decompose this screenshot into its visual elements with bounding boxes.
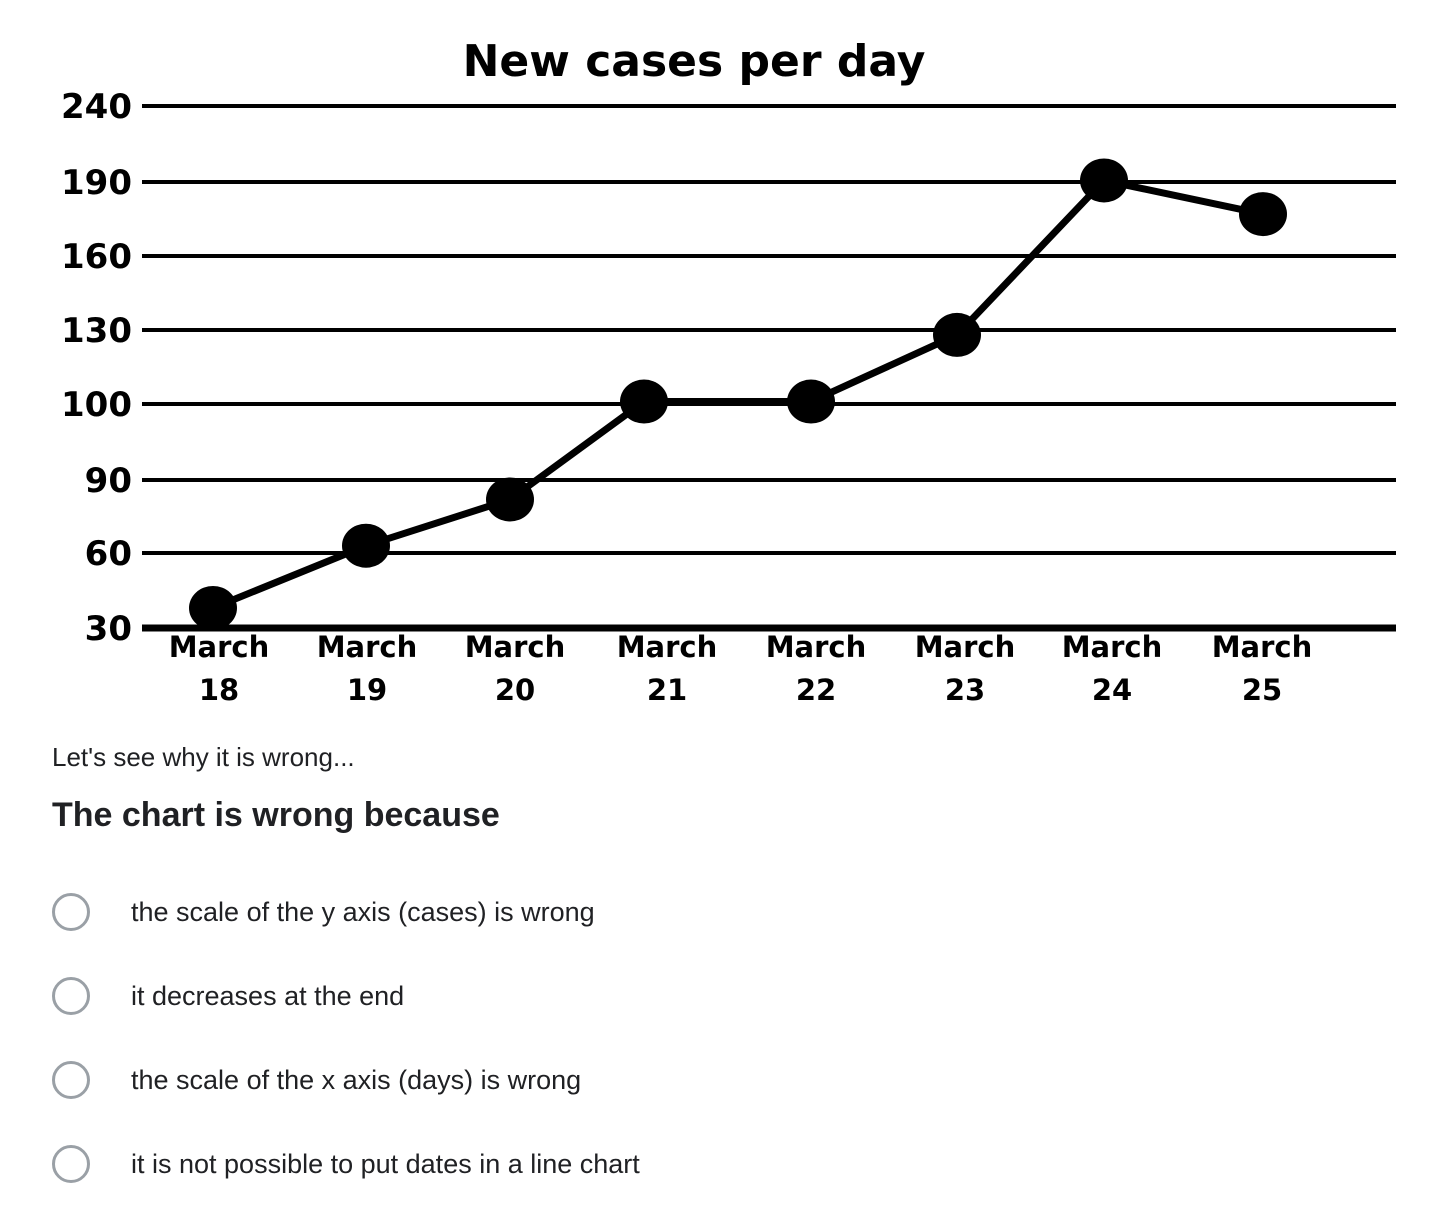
- option-label: it is not possible to put dates in a lin…: [131, 1148, 640, 1179]
- radio-button[interactable]: [52, 977, 90, 1015]
- y-tick-label: 90: [85, 461, 132, 501]
- question-title: The chart is wrong because: [52, 796, 500, 834]
- y-tick-label: 240: [61, 87, 132, 127]
- x-tick-line: March: [617, 630, 718, 664]
- option-x-axis-scale[interactable]: the scale of the x axis (days) is wrong: [52, 1056, 640, 1104]
- option-label: the scale of the x axis (days) is wrong: [131, 1064, 582, 1095]
- x-tick-label: March 21: [617, 630, 718, 707]
- data-point: [933, 312, 981, 357]
- x-tick-line: 19: [347, 673, 387, 707]
- y-tick-label: 100: [61, 385, 132, 425]
- radio-button[interactable]: [52, 1061, 90, 1099]
- radio-button[interactable]: [52, 893, 90, 931]
- option-label: the scale of the y axis (cases) is wrong: [131, 896, 595, 927]
- data-point: [620, 379, 668, 424]
- x-tick-line: March: [317, 630, 418, 664]
- data-point: [189, 586, 237, 630]
- x-tick-label: March 22: [766, 630, 867, 707]
- option-y-axis-scale[interactable]: the scale of the y axis (cases) is wrong: [52, 888, 640, 936]
- data-point: [486, 477, 534, 522]
- x-tick-line: March: [169, 630, 270, 664]
- x-tick-line: March: [915, 630, 1016, 664]
- y-tick-label: 190: [61, 163, 132, 203]
- option-decreases-at-end[interactable]: it decreases at the end: [52, 972, 640, 1020]
- x-tick-label: March 19: [317, 630, 418, 707]
- line-chart: New cases per day 306090100130160190240 …: [61, 36, 1396, 707]
- y-axis-ticks: 30 60 90 100 130 160 190 240: [61, 87, 132, 649]
- x-tick-line: March: [1062, 630, 1163, 664]
- y-tick-label: 130: [61, 311, 132, 351]
- x-tick-label: March 24: [1062, 630, 1163, 707]
- option-dates-in-line-chart[interactable]: it is not possible to put dates in a lin…: [52, 1140, 640, 1188]
- x-tick-line: March: [1212, 630, 1313, 664]
- y-tick-label: 160: [61, 237, 132, 277]
- chart-title: New cases per day: [463, 36, 926, 87]
- x-tick-line: 24: [1092, 673, 1132, 707]
- data-point: [1239, 192, 1287, 237]
- x-tick-line: March: [766, 630, 867, 664]
- x-tick-line: 25: [1242, 673, 1282, 707]
- intro-text: Let's see why it is wrong...: [52, 742, 355, 772]
- x-tick-line: 22: [796, 673, 836, 707]
- x-tick-line: 23: [945, 673, 985, 707]
- x-tick-line: 21: [647, 673, 687, 707]
- gridlines: [142, 104, 1396, 632]
- x-tick-label: March 23: [915, 630, 1016, 707]
- y-tick-label: 60: [85, 534, 132, 574]
- data-point: [787, 379, 835, 424]
- x-tick-label: March 18: [169, 630, 270, 707]
- radio-button[interactable]: [52, 1145, 90, 1183]
- y-tick-label: 30: [85, 609, 132, 649]
- x-tick-line: March: [465, 630, 566, 664]
- option-label: it decreases at the end: [131, 980, 405, 1011]
- x-tick-line: 20: [495, 673, 535, 707]
- x-tick-label: March 25: [1212, 630, 1313, 707]
- x-tick-line: 18: [199, 673, 239, 707]
- data-point: [342, 523, 390, 568]
- series-new-cases: [189, 158, 1287, 630]
- x-tick-label: March 20: [465, 630, 566, 707]
- data-point: [1080, 158, 1128, 203]
- answer-options: the scale of the y axis (cases) is wrong…: [52, 888, 640, 1224]
- series-line: [211, 176, 1264, 612]
